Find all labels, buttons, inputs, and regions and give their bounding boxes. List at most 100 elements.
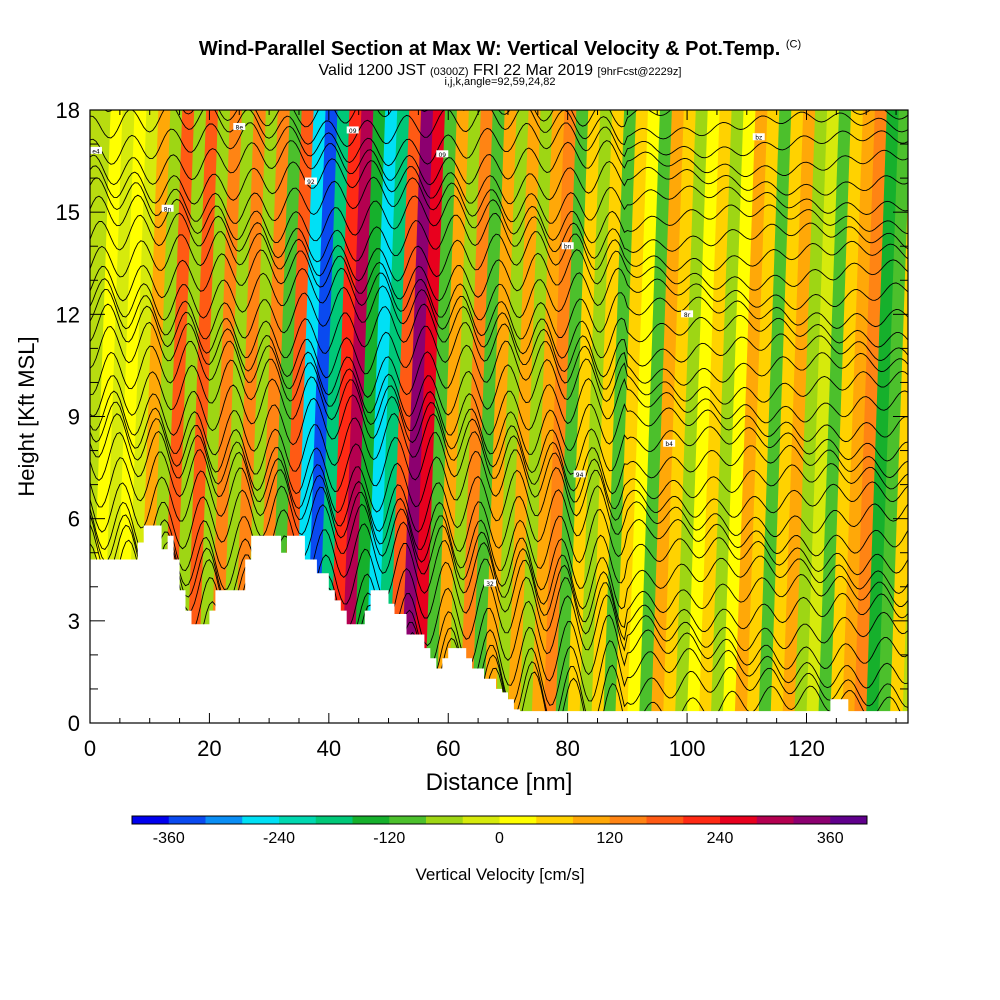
velocity-column-35 xyxy=(507,110,542,723)
x-tick-label: 80 xyxy=(555,736,579,761)
velocity-column-24 xyxy=(376,110,410,723)
isentrope-13 xyxy=(90,430,908,495)
y-tick-label: 18 xyxy=(56,98,80,123)
colorbar-tick-label: 120 xyxy=(596,830,623,847)
contour-label-1: 8n xyxy=(164,206,172,213)
colorbar-swatch-4 xyxy=(279,816,317,824)
valid-date: FRI 22 Mar 2019 xyxy=(473,62,594,79)
velocity-column-9 xyxy=(197,110,231,723)
isentrope-16 xyxy=(90,376,908,436)
velocity-column-33 xyxy=(483,110,518,723)
contour-label-9: b4 xyxy=(665,441,673,448)
velocity-column-7 xyxy=(173,110,207,723)
chart-subtitle: Valid 1200 JST (0300Z) FRI 22 Mar 2019 [… xyxy=(0,62,1000,80)
isentrope-9 xyxy=(90,503,908,572)
velocity-column-32 xyxy=(471,110,506,723)
contour-label-bg-0 xyxy=(89,146,102,154)
isentrope-8 xyxy=(90,521,908,591)
contour-label-bg-9 xyxy=(663,439,676,447)
velocity-column-25 xyxy=(388,110,422,723)
isentrope-23 xyxy=(90,249,908,302)
colorbar-swatch-14 xyxy=(646,816,684,824)
terrain xyxy=(90,525,908,723)
contour-label-bg-11 xyxy=(484,579,497,587)
isentrope-28 xyxy=(90,158,908,205)
colorbar-swatch-2 xyxy=(205,816,243,824)
isentropes xyxy=(90,68,908,723)
x-tick-label: 60 xyxy=(436,736,460,761)
isentrope-21 xyxy=(90,285,908,340)
isentrope-27 xyxy=(90,176,908,224)
isentrope-17 xyxy=(90,358,908,418)
isentrope-31 xyxy=(90,110,908,147)
velocity-column-30 xyxy=(447,110,482,723)
velocity-column-50 xyxy=(686,110,721,723)
copyright-mark: (C) xyxy=(785,38,802,51)
chart-title-text: Wind-Parallel Section at Max W: Vertical… xyxy=(198,38,781,60)
y-tick-label: 3 xyxy=(68,609,80,634)
velocity-column-20 xyxy=(328,110,362,723)
contour-label-bg-6 xyxy=(561,242,574,250)
velocity-column-54 xyxy=(734,110,768,723)
velocity-column-52 xyxy=(710,110,745,723)
velocity-column-44 xyxy=(615,110,649,723)
isentrope-33 xyxy=(90,68,908,108)
contour-label-bg-4 xyxy=(346,126,359,134)
contour-label-7: 8r xyxy=(684,312,691,319)
contour-label-3: 92 xyxy=(307,179,315,186)
colorbar-swatch-11 xyxy=(536,816,574,824)
contour-label-bg-10 xyxy=(573,470,586,478)
chart-title: Wind-Parallel Section at Max W: Vertical… xyxy=(0,38,1000,61)
colorbar-label: Vertical Velocity [cm/s] xyxy=(415,865,584,884)
y-axis-label: Height [Kft MSL] xyxy=(14,336,39,496)
velocity-column-26 xyxy=(400,110,434,723)
valid-time: Valid 1200 JST xyxy=(318,62,426,79)
x-tick-label: 40 xyxy=(317,736,341,761)
contour-label-10: 94 xyxy=(576,472,584,479)
colorbar-swatch-17 xyxy=(756,816,794,824)
contour-label-5: 09 xyxy=(438,152,446,159)
contour-label-bg-7 xyxy=(681,310,694,318)
isentrope-24 xyxy=(90,231,908,282)
y-tick-label: 0 xyxy=(68,711,80,736)
contour-label-bg-5 xyxy=(436,150,449,158)
velocity-column-12 xyxy=(233,110,267,723)
colorbar-tick-label: 360 xyxy=(817,830,844,847)
colorbar-swatch-5 xyxy=(315,816,353,824)
colorbar-swatch-12 xyxy=(573,816,611,824)
x-tick-label: 120 xyxy=(788,736,825,761)
isentrope-22 xyxy=(90,267,908,321)
y-tick-label: 12 xyxy=(56,302,80,327)
velocity-column-19 xyxy=(316,110,351,723)
colorbar-swatch-19 xyxy=(830,816,868,824)
isentrope-26 xyxy=(90,194,908,244)
isentrope-10 xyxy=(90,485,908,553)
velocity-column-64 xyxy=(853,110,888,723)
colorbar-swatch-13 xyxy=(609,816,647,824)
isentrope-25 xyxy=(90,212,908,263)
velocity-column-55 xyxy=(746,110,780,723)
colorbar-swatch-16 xyxy=(720,816,758,824)
colorbar-swatch-6 xyxy=(352,816,390,824)
colorbar-tick-label: 240 xyxy=(707,830,734,847)
colorbar-tick-label: 0 xyxy=(495,830,504,847)
velocity-column-65 xyxy=(865,110,900,723)
isentrope-12 xyxy=(90,449,908,514)
velocity-column-27 xyxy=(412,110,446,723)
velocity-column-49 xyxy=(674,110,709,723)
colorbar-swatch-10 xyxy=(499,816,537,824)
valid-utc: (0300Z) xyxy=(430,66,469,78)
y-tick-label: 6 xyxy=(68,507,80,532)
x-tick-label: 0 xyxy=(84,736,96,761)
velocity-column-61 xyxy=(818,110,852,723)
colorbar-tick-label: -240 xyxy=(263,830,295,847)
velocity-column-47 xyxy=(650,110,685,723)
isentrope-20 xyxy=(90,303,908,359)
colorbar-swatch-18 xyxy=(793,816,831,824)
colorbar-swatch-1 xyxy=(168,816,206,824)
contour-label-6: bn xyxy=(564,244,572,251)
velocity-column-45 xyxy=(627,110,661,723)
velocity-column-23 xyxy=(364,110,398,723)
velocity-column-29 xyxy=(436,110,470,723)
velocity-column-40 xyxy=(567,110,601,723)
